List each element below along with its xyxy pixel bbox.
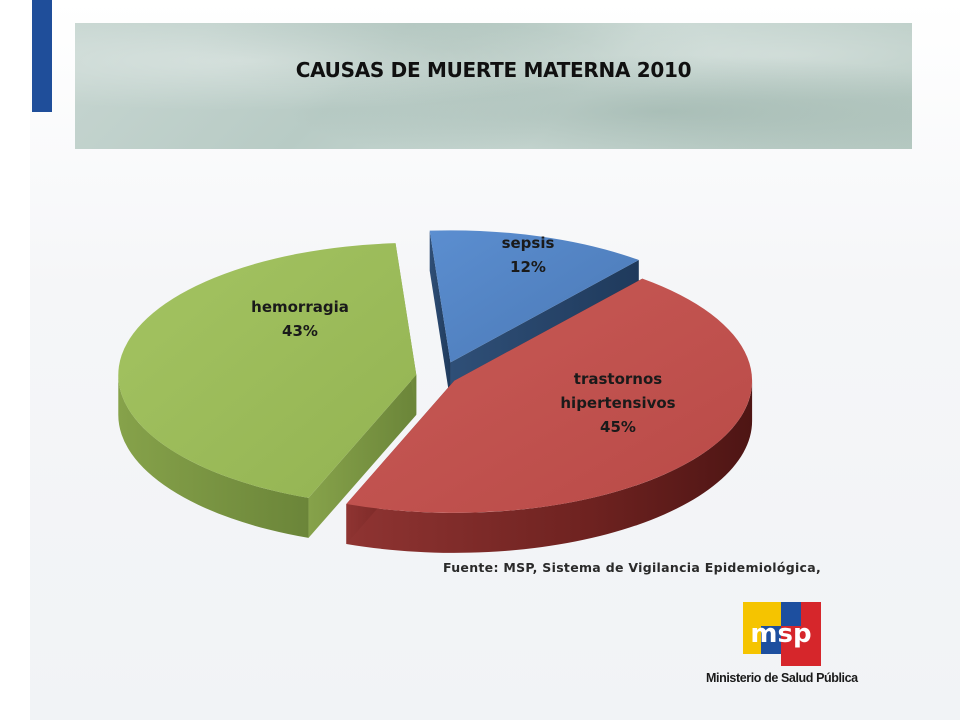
slice-side-trastornos-hipertensivos [346,380,753,553]
slice-cut-sepsis [429,230,451,403]
logo-caption: Ministerio de Salud Pública [706,671,858,685]
slice-label-hemorragia: hemorragia [251,298,349,316]
slice-value-hemorragia: 43% [282,322,318,340]
logo-yellow-shape [743,602,781,654]
chart-title: CAUSAS DE MUERTE MATERNA 2010 [295,58,692,82]
source-note: Fuente: MSP, Sistema de Vigilancia Epide… [443,560,822,575]
slice-cut-hemorragia [308,374,417,538]
title-band [75,23,912,149]
slice-value-trastornos-hipertensivos: 45% [600,418,636,436]
logo-red-shape [781,602,821,666]
slice-label-trastornos-hipertensivos-line-1: trastornos [574,370,662,388]
slice-side-hemorragia [118,374,309,538]
slice-label-trastornos-hipertensivos-line-2: hipertensivos [560,394,675,412]
slice-value-sepsis: 12% [510,258,546,276]
slice-label-sepsis: sepsis [502,234,555,252]
slice-trastornos-hipertensivos [346,278,753,513]
msp-logo: msp [743,602,821,666]
logo-mark-text: msp [750,619,811,649]
accent-bar [32,0,52,112]
slice-sepsis [429,230,639,363]
slice-hemorragia [118,243,417,498]
